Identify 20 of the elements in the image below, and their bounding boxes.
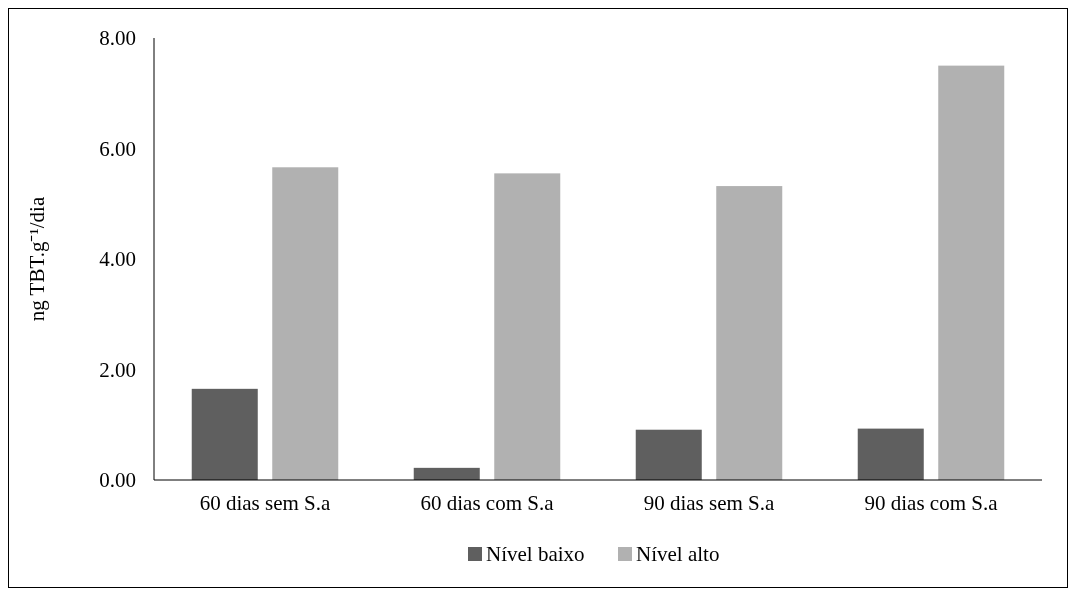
y-tick-label: 0.00 [99,468,136,493]
bar [635,429,702,480]
bar [494,173,561,480]
bar [272,167,339,480]
x-tick-label: 60 dias com S.a [420,491,555,515]
bar [857,428,924,480]
x-tick-label: 90 dias com S.a [864,491,999,515]
bar [191,388,258,480]
y-tick-label: 6.00 [99,136,136,161]
legend-label: Nível alto [636,542,720,567]
x-tick-label: 60 dias sem S.a [199,491,332,515]
y-axis-title: ng TBT.g⁻¹/dia [25,196,49,322]
legend-label: Nível baixo [486,542,585,567]
bar [716,186,783,480]
y-tick-label: 2.00 [99,357,136,382]
x-tick-label: 90 dias sem S.a [643,491,776,515]
y-tick-label: 4.00 [99,247,136,272]
y-tick-label: 8.00 [99,26,136,51]
bar [413,467,480,480]
bar [938,65,1005,480]
